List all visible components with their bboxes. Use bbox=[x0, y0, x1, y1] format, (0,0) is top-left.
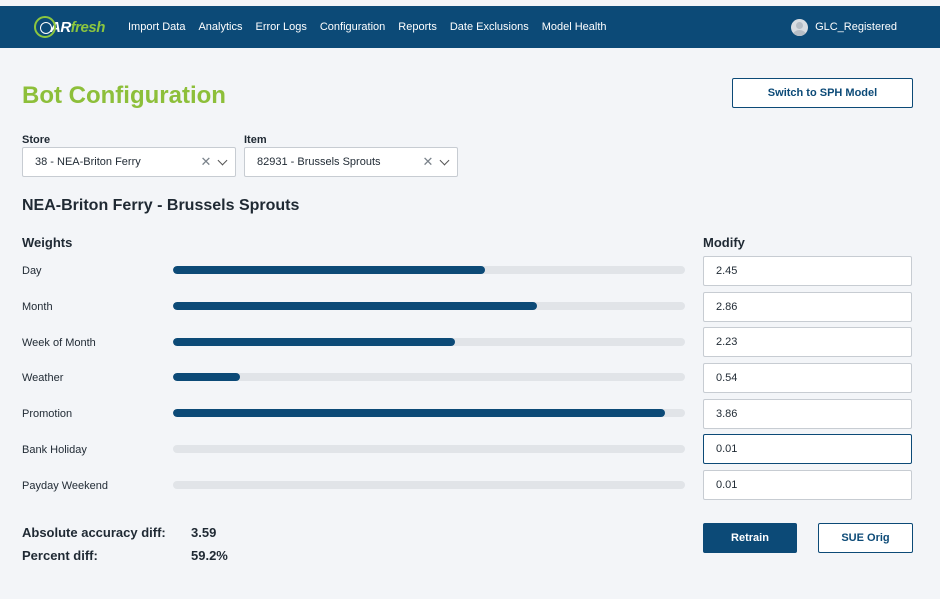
arfresh-logo[interactable]: ARfresh bbox=[34, 15, 105, 39]
weight-label-day: Day bbox=[22, 265, 42, 277]
modify-input-payday-weekend[interactable] bbox=[703, 470, 912, 500]
main-nav: Import Data Analytics Error Logs Configu… bbox=[128, 6, 620, 48]
chevron-down-icon[interactable] bbox=[213, 147, 235, 177]
logo-mark-icon bbox=[34, 16, 56, 38]
weight-bar-bank-holiday bbox=[173, 445, 685, 453]
nav-configuration[interactable]: Configuration bbox=[319, 21, 386, 33]
nav-error-logs[interactable]: Error Logs bbox=[255, 21, 307, 33]
sue-orig-button[interactable]: SUE Orig bbox=[818, 523, 913, 553]
user-menu[interactable]: GLC_Registered bbox=[791, 6, 897, 48]
weight-bar-fill bbox=[173, 302, 537, 310]
weight-label-promotion: Promotion bbox=[22, 408, 73, 420]
weight-label-weather: Weather bbox=[22, 372, 64, 384]
item-label: Item bbox=[244, 134, 267, 146]
weight-bar-fill bbox=[173, 266, 486, 274]
store-select[interactable]: 38 - NEA-Briton Ferry ✕ bbox=[22, 147, 236, 177]
chevron-down-icon[interactable] bbox=[435, 147, 457, 177]
store-label: Store bbox=[22, 134, 51, 146]
modify-input-promotion[interactable] bbox=[703, 399, 912, 429]
store-select-value: 38 - NEA-Briton Ferry bbox=[35, 156, 141, 168]
page-title: Bot Configuration bbox=[22, 82, 226, 109]
modify-input-bank-holiday[interactable] bbox=[703, 434, 912, 464]
weight-label-week-of-month: Week of Month bbox=[22, 337, 96, 349]
weight-label-payday-weekend: Payday Weekend bbox=[22, 480, 109, 492]
weight-bar-promotion bbox=[173, 409, 685, 417]
weight-label-bank-holiday: Bank Holiday bbox=[22, 444, 87, 456]
user-name: GLC_Registered bbox=[815, 21, 897, 33]
weight-bar-month bbox=[173, 302, 685, 310]
weight-bar-fill bbox=[173, 409, 665, 417]
retrain-button[interactable]: Retrain bbox=[703, 523, 797, 553]
clear-item-icon[interactable]: ✕ bbox=[422, 154, 434, 169]
clear-store-icon[interactable]: ✕ bbox=[200, 154, 212, 169]
logo-suffix: fresh bbox=[70, 18, 106, 36]
percent-diff-label: Percent diff: bbox=[22, 548, 98, 563]
nav-analytics[interactable]: Analytics bbox=[198, 21, 243, 33]
nav-reports[interactable]: Reports bbox=[398, 21, 437, 33]
modify-heading: Modify bbox=[703, 235, 745, 250]
nav-model-health[interactable]: Model Health bbox=[541, 21, 607, 33]
modify-input-week-of-month[interactable] bbox=[703, 327, 912, 357]
modify-input-day[interactable] bbox=[703, 256, 912, 286]
weight-bar-day bbox=[173, 266, 685, 274]
abs-accuracy-value: 3.59 bbox=[191, 525, 217, 540]
weight-bar-weather bbox=[173, 373, 685, 381]
weights-heading: Weights bbox=[22, 235, 73, 250]
weight-bar-week-of-month bbox=[173, 338, 685, 346]
item-select-value: 82931 - Brussels Sprouts bbox=[257, 156, 381, 168]
nav-date-exclusions[interactable]: Date Exclusions bbox=[449, 21, 529, 33]
top-nav-bar: ARfresh Import Data Analytics Error Logs… bbox=[0, 6, 940, 48]
weight-bar-payday-weekend bbox=[173, 481, 685, 489]
item-select[interactable]: 82931 - Brussels Sprouts ✕ bbox=[244, 147, 458, 177]
weight-bar-fill bbox=[173, 373, 240, 381]
weight-bar-fill bbox=[173, 338, 455, 346]
switch-model-button[interactable]: Switch to SPH Model bbox=[732, 78, 913, 108]
section-title: NEA-Briton Ferry - Brussels Sprouts bbox=[22, 197, 300, 214]
abs-accuracy-label: Absolute accuracy diff: bbox=[22, 525, 166, 540]
avatar-icon bbox=[791, 18, 809, 36]
nav-import-data[interactable]: Import Data bbox=[128, 21, 186, 33]
percent-diff-value: 59.2% bbox=[191, 548, 228, 563]
modify-input-weather[interactable] bbox=[703, 363, 912, 393]
modify-input-month[interactable] bbox=[703, 292, 912, 322]
weight-label-month: Month bbox=[22, 301, 53, 313]
